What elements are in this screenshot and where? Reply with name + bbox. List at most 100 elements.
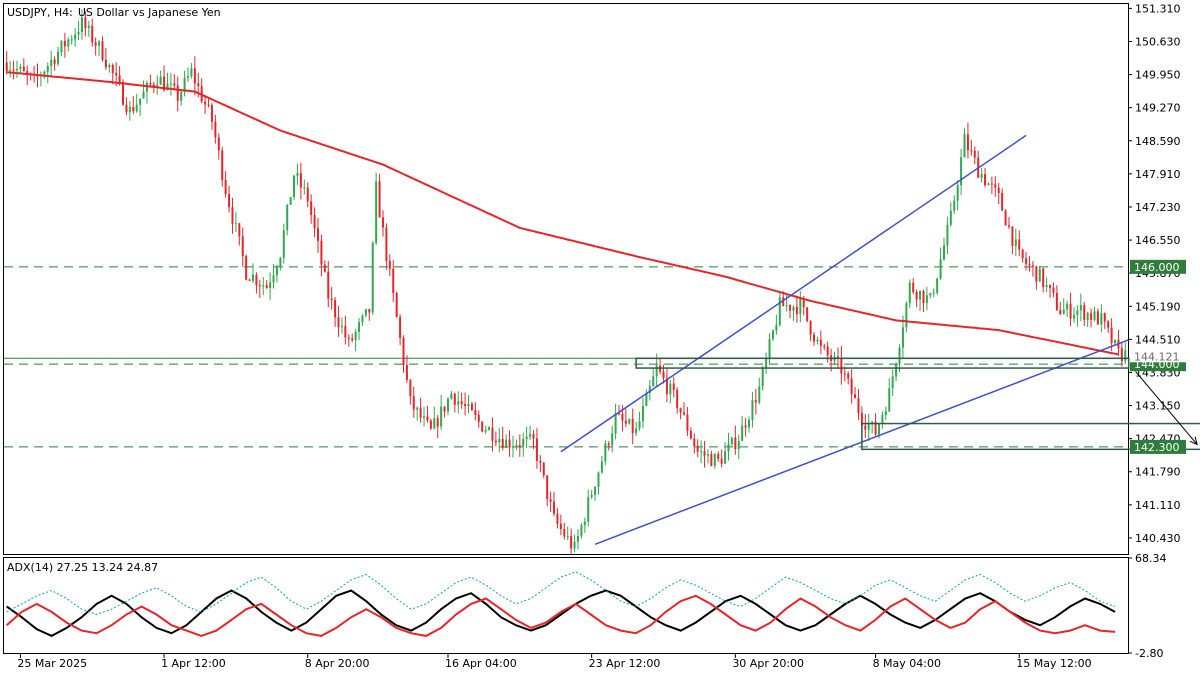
candle-body (152, 84, 155, 86)
candle-body (163, 76, 166, 91)
time-tick-label: 1 Apr 12:00 (161, 657, 226, 670)
candle-body (683, 412, 686, 415)
candle-body (922, 290, 925, 304)
candle-body (132, 106, 135, 112)
candle-body (474, 410, 477, 416)
candle-body (364, 309, 367, 316)
candle-body (672, 383, 675, 390)
candle-body (22, 66, 25, 72)
candle-body (559, 523, 562, 530)
candle-body (217, 137, 220, 151)
candle-body (754, 400, 757, 403)
candle-body (234, 223, 237, 225)
candle-body (299, 173, 302, 188)
candle-body (443, 406, 446, 412)
candle-body (149, 82, 152, 85)
price-tick-label: 149.270 (1135, 102, 1181, 115)
time-tick-label: 15 May 12:00 (1016, 657, 1091, 670)
candle-body (895, 363, 898, 377)
candle-body (9, 69, 12, 71)
candle-body (1045, 284, 1048, 288)
candle-body (778, 297, 781, 325)
candle-body (361, 315, 364, 323)
candle-body (50, 59, 53, 67)
candle-body (645, 392, 648, 406)
candle-body (529, 434, 532, 437)
adx-label: ADX(14) 27.25 13.24 24.87 (7, 561, 158, 574)
candle-body (252, 274, 255, 281)
candle-body (720, 458, 723, 464)
candle-body (665, 378, 668, 395)
level-price-tag (1130, 259, 1186, 274)
candle-body (819, 339, 822, 346)
candle-body (785, 305, 788, 307)
candle-body (426, 416, 429, 421)
price-tick-label: 145.190 (1135, 300, 1181, 313)
candle-body (696, 445, 699, 452)
candle-body (460, 401, 463, 405)
candle-body (966, 134, 969, 151)
candle-body (850, 378, 853, 395)
candle-body (327, 271, 330, 299)
candle-body (491, 427, 494, 441)
candle-body (836, 356, 839, 358)
candle-body (700, 451, 703, 453)
candle-body (1114, 339, 1117, 344)
candle-body (371, 243, 374, 313)
candle-body (703, 451, 706, 456)
candle-body (63, 40, 66, 47)
candle-body (1001, 192, 1004, 211)
candle-body (1083, 305, 1086, 320)
candle-body (980, 174, 983, 178)
candle-body (316, 228, 319, 241)
candle-body (347, 337, 350, 339)
time-tick-label: 8 Apr 20:00 (305, 657, 370, 670)
candle-body (467, 403, 470, 407)
candle-body (429, 420, 432, 429)
candle-body (583, 521, 586, 526)
candle-body (125, 104, 128, 113)
candle-body (1025, 258, 1028, 265)
candle-body (258, 285, 261, 287)
candle-body (1021, 249, 1024, 259)
adx-tick-label-bottom: -2.80 (1135, 647, 1163, 660)
candle-body (573, 541, 576, 549)
candle-body (1055, 292, 1058, 310)
candle-body (710, 454, 713, 466)
candle-body (857, 398, 860, 414)
candle-body (1052, 287, 1055, 293)
candle-body (156, 84, 159, 86)
price-tick-label: 150.630 (1135, 35, 1181, 48)
candle-body (303, 187, 306, 189)
candle-body (594, 486, 597, 495)
candle-body (80, 17, 83, 33)
minus_di-line (6, 594, 1116, 637)
candle-body (340, 326, 343, 328)
candle-body (159, 76, 162, 85)
candle-body (433, 418, 436, 429)
candle-body (689, 430, 692, 439)
candle-body (570, 535, 573, 549)
candle-body (193, 68, 196, 84)
candle-body (1004, 210, 1007, 226)
price-tick-label: 147.230 (1135, 201, 1181, 214)
candle-body (210, 105, 213, 122)
candle-body (751, 400, 754, 420)
candle-body (840, 357, 843, 374)
candle-body (795, 306, 798, 314)
candle-body (5, 62, 8, 71)
candle-body (101, 41, 104, 60)
candle-body (761, 368, 764, 387)
price-tick-label: 140.430 (1135, 532, 1181, 545)
candle-body (864, 425, 867, 430)
candle-body (402, 337, 405, 366)
candle-body (354, 331, 357, 341)
candle-body (706, 454, 709, 456)
candle-body (915, 291, 918, 300)
candle-body (741, 425, 744, 441)
candle-body (990, 183, 993, 185)
candle-body (436, 418, 439, 427)
candle-body (1042, 268, 1045, 288)
candle-body (908, 282, 911, 304)
